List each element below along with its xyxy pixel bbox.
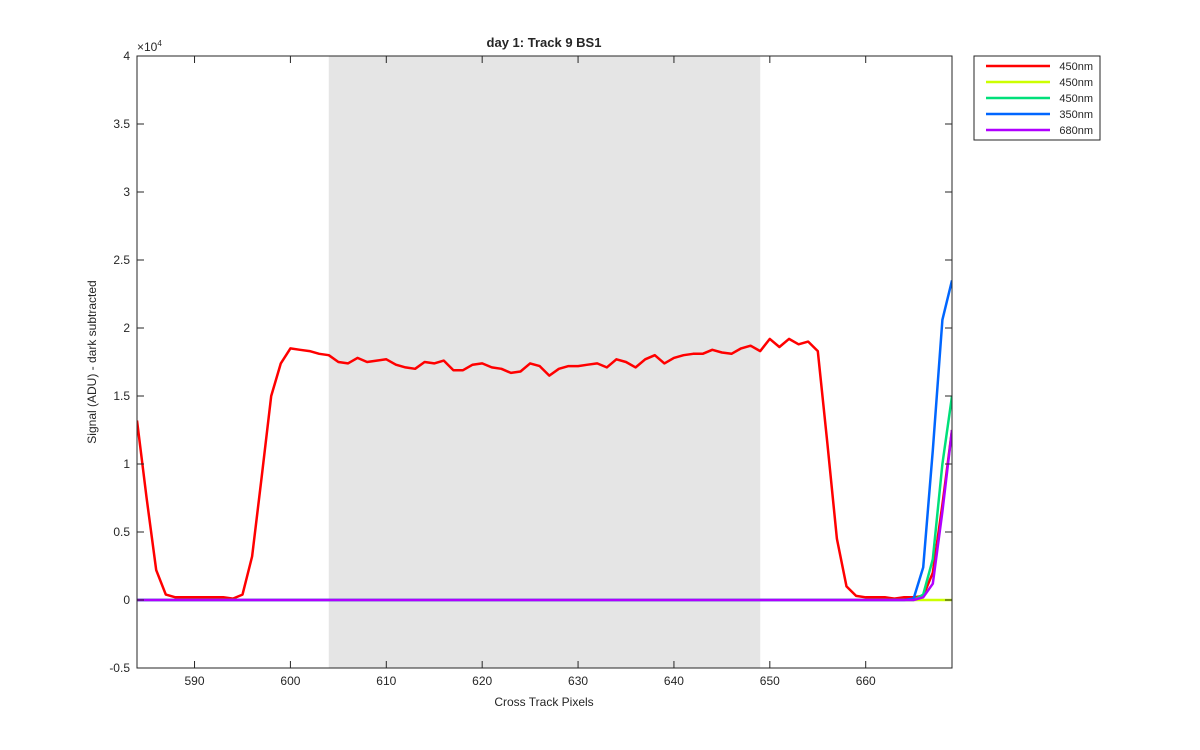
x-tick-label: 660 (856, 674, 876, 688)
legend-label-5: 680nm (1059, 125, 1093, 137)
y-tick-label: 2 (123, 321, 130, 335)
x-tick-label: 590 (185, 674, 205, 688)
chart-title: day 1: Track 9 BS1 (487, 35, 602, 50)
y-tick-label: 4 (123, 49, 130, 63)
legend-label-3: 450nm (1059, 93, 1093, 105)
y-multiplier: ×104 (137, 39, 162, 54)
shaded-region-layer (328, 56, 761, 668)
y-tick-label: -0.5 (109, 661, 130, 675)
tick-layer: 590 600 610 620 630 640 650 660 -0.5 0 0.5 1 1.5 2 2.5… (109, 49, 952, 688)
y-multiplier-exponent: 4 (157, 39, 162, 48)
x-axis-label: Cross Track Pixels (494, 695, 593, 709)
series-line-1 (137, 337, 952, 600)
y-tick-label: 0.5 (113, 525, 130, 539)
legend-label-4: 350nm (1059, 109, 1093, 121)
x-tick-label: 620 (472, 674, 492, 688)
plot-frame (136, 55, 953, 669)
y-tick-label: 0 (123, 593, 130, 607)
legend-label-1: 450nm (1059, 61, 1093, 73)
y-tick-label: 2.5 (113, 253, 130, 267)
y-tick-label: 1.5 (113, 389, 130, 403)
y-tick-label: 3.5 (113, 117, 130, 131)
x-tick-label: 610 (376, 674, 396, 688)
y-tick-label: 3 (123, 185, 130, 199)
series-layer (137, 280, 952, 602)
x-tick-label: 600 (280, 674, 300, 688)
legend: 450nm 450nm 450nm 350nm 680nm (973, 55, 1101, 141)
y-axis-label: Signal (ADU) - dark subtracted (85, 280, 99, 443)
legend-label-2: 450nm (1059, 77, 1093, 89)
series-line-5 (137, 429, 952, 602)
shaded-region (328, 56, 761, 668)
y-tick-label: 1 (123, 457, 130, 471)
x-tick-label: 630 (568, 674, 588, 688)
y-multiplier-base: ×10 (137, 40, 158, 54)
x-tick-label: 640 (664, 674, 684, 688)
x-tick-label: 650 (760, 674, 780, 688)
